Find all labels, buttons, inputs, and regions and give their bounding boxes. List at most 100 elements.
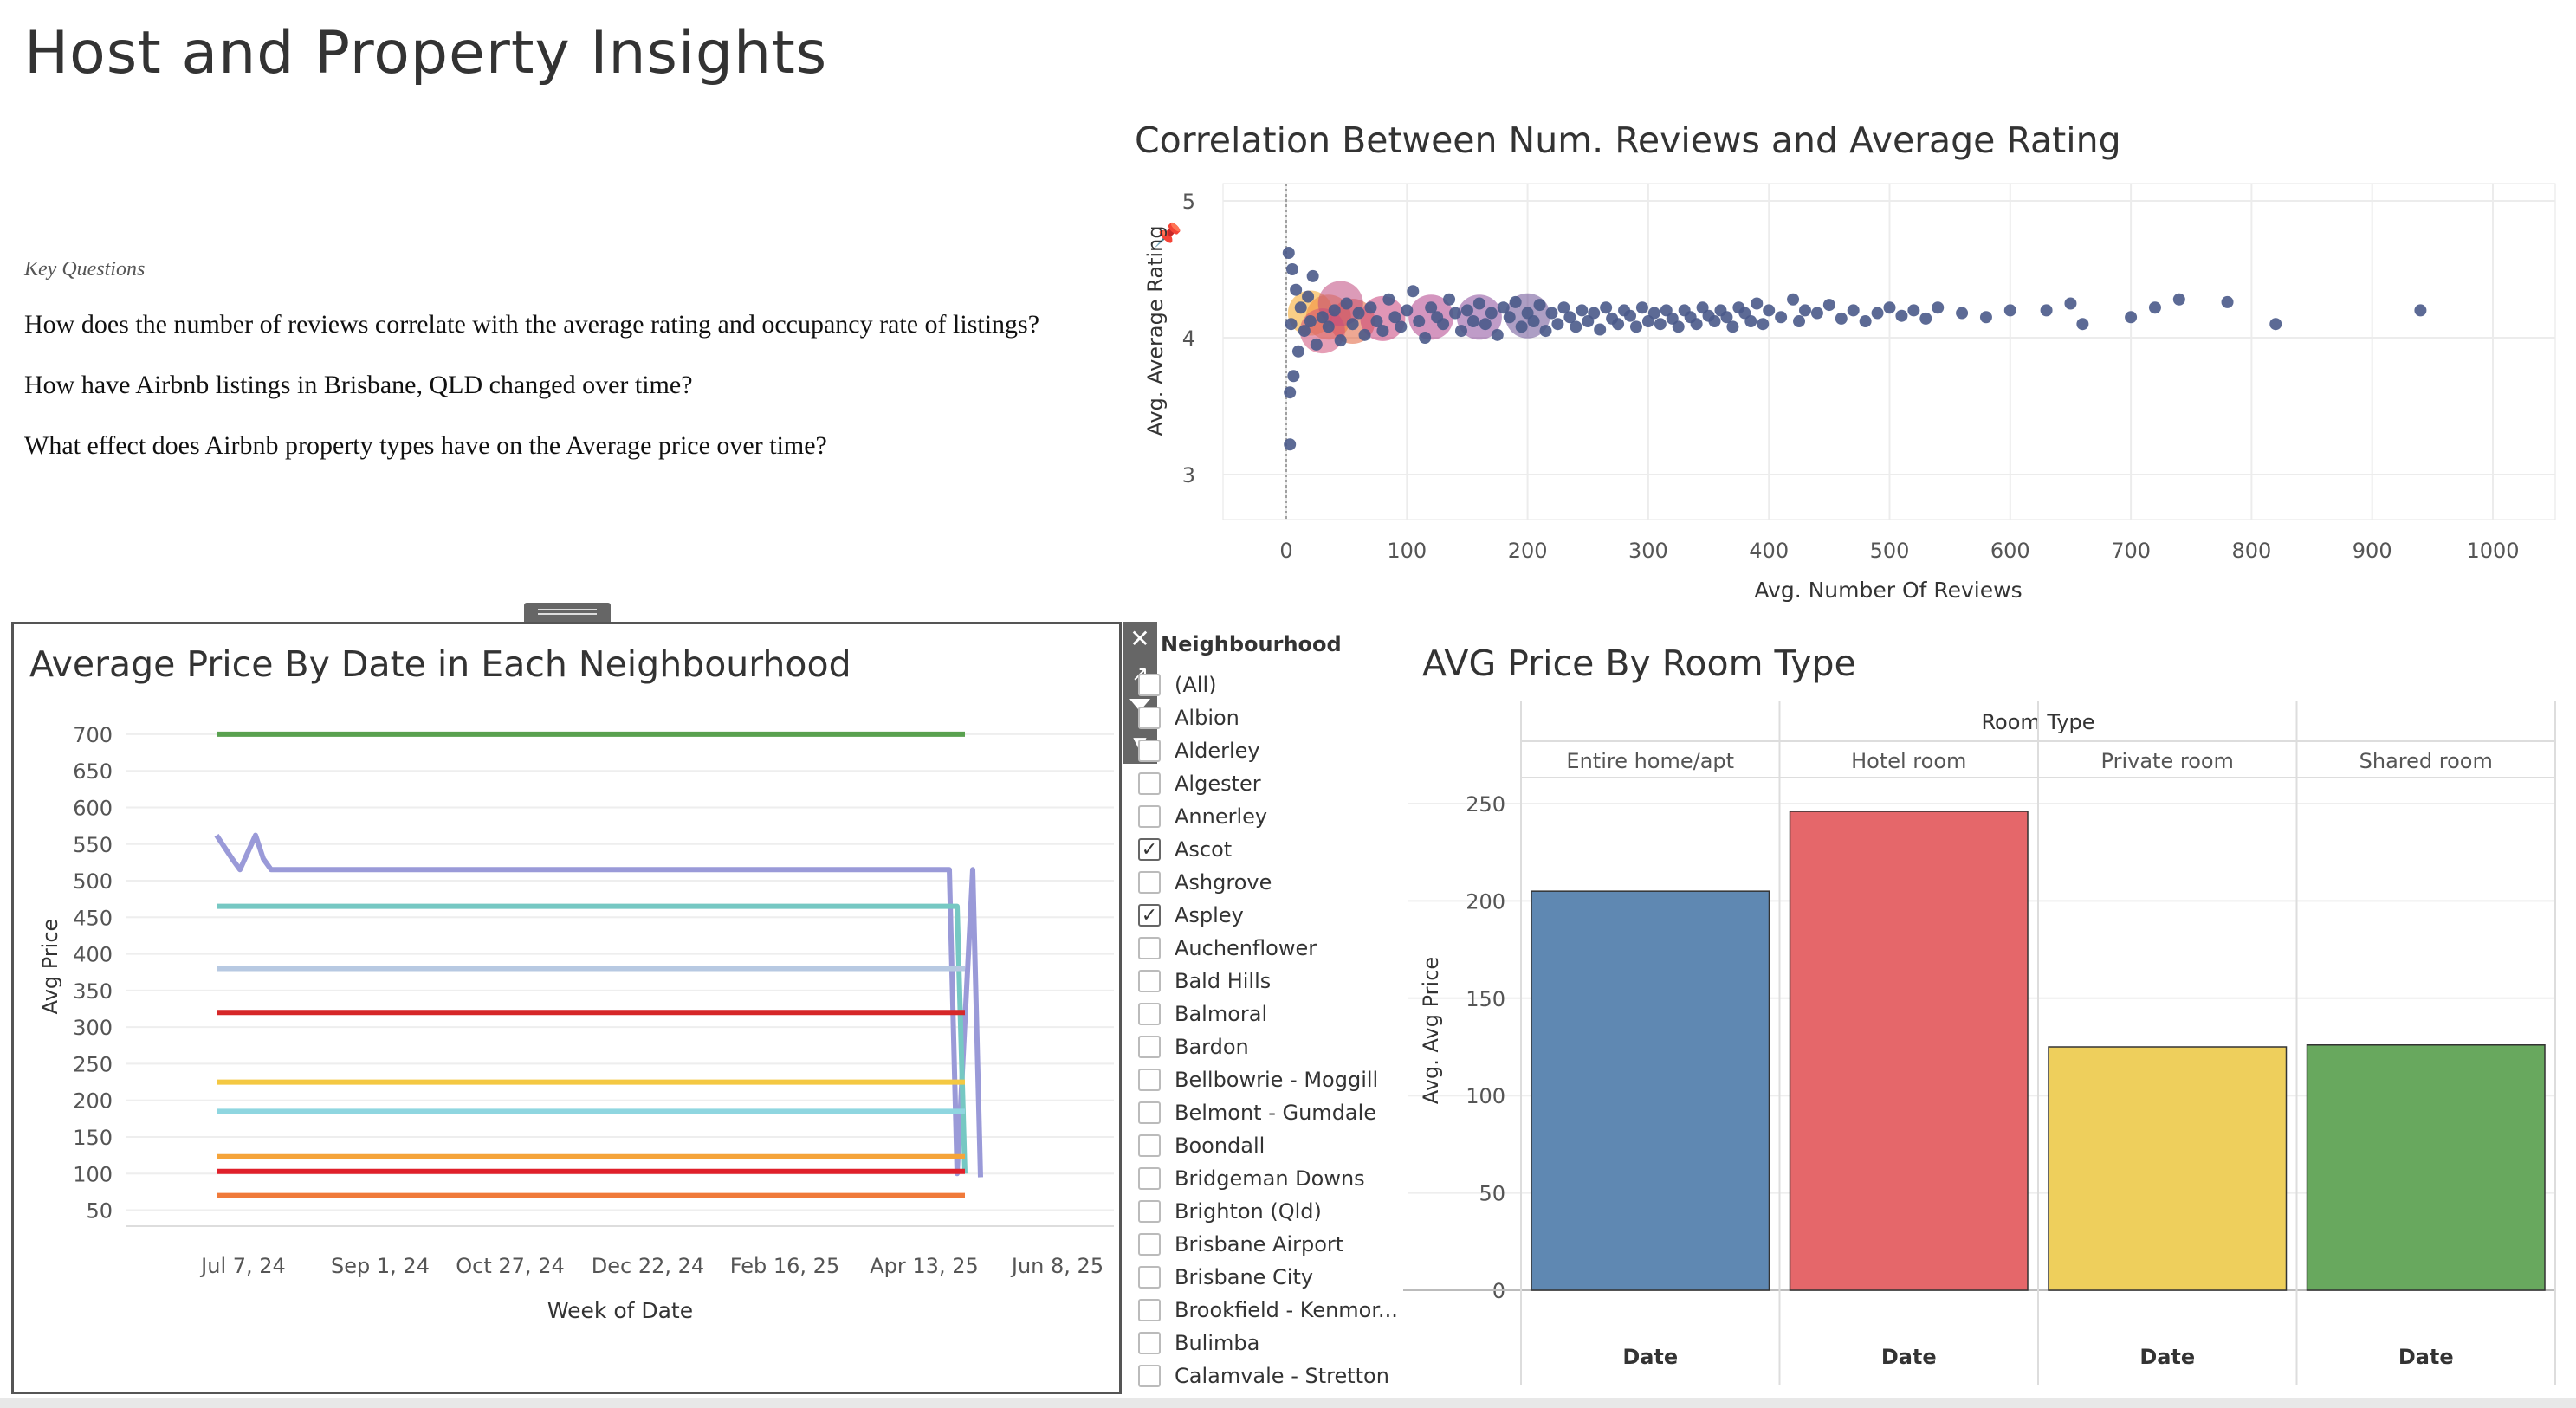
scatter-point[interactable] xyxy=(1340,297,1353,310)
scatter-point[interactable] xyxy=(1407,285,1420,298)
filter-checkbox[interactable] xyxy=(1138,707,1161,729)
scatter-point[interactable] xyxy=(1322,320,1335,333)
bar[interactable] xyxy=(1531,890,1770,1291)
scatter-point[interactable] xyxy=(1370,315,1383,328)
scatter-point[interactable] xyxy=(2414,304,2427,317)
scatter-point[interactable] xyxy=(1744,315,1757,328)
scatter-point[interactable] xyxy=(1449,307,1462,320)
filter-item[interactable]: Brisbane Airport xyxy=(1138,1228,1398,1261)
scatter-point[interactable] xyxy=(1810,307,1823,320)
scatter-point[interactable] xyxy=(1497,301,1510,314)
scatter-point[interactable] xyxy=(2064,297,2077,310)
scatter-point[interactable] xyxy=(1334,334,1347,347)
scatter-point[interactable] xyxy=(2221,295,2234,308)
filter-item[interactable]: ✓ Aspley xyxy=(1138,899,1398,932)
filter-checkbox[interactable] xyxy=(1138,937,1161,959)
bar[interactable] xyxy=(2048,1046,2288,1291)
scatter-chart[interactable]: 0 100 200 300 400 500 600 700 800 900 1000543📌Avg.… xyxy=(1126,173,2564,615)
scatter-point[interactable] xyxy=(1835,312,1848,325)
filter-item[interactable]: Belmont - Gumdale xyxy=(1138,1096,1398,1129)
scatter-point[interactable] xyxy=(1527,315,1540,328)
scatter-point[interactable] xyxy=(1647,307,1660,320)
scatter-point[interactable] xyxy=(1388,311,1401,324)
filter-item[interactable]: Brisbane City xyxy=(1138,1261,1398,1294)
scatter-point[interactable] xyxy=(1437,318,1450,331)
scatter-point[interactable] xyxy=(1551,318,1564,331)
scatter-point[interactable] xyxy=(1563,311,1576,324)
line-series-1[interactable] xyxy=(214,832,983,1178)
filter-item[interactable]: Calamvale - Stretton xyxy=(1138,1360,1398,1392)
filter-checkbox[interactable] xyxy=(1138,1233,1161,1256)
scatter-point[interactable] xyxy=(1294,301,1307,314)
scatter-point[interactable] xyxy=(1364,301,1377,314)
scatter-point[interactable] xyxy=(1545,307,1558,320)
filter-item[interactable]: Bridgeman Downs xyxy=(1138,1162,1398,1195)
filter-checkbox[interactable] xyxy=(1138,970,1161,992)
scatter-point[interactable] xyxy=(1515,320,1528,333)
scatter-point[interactable] xyxy=(1509,295,1522,308)
scatter-point[interactable] xyxy=(1612,318,1625,331)
scatter-point[interactable] xyxy=(1284,438,1297,451)
scatter-point[interactable] xyxy=(1472,297,1485,310)
filter-item[interactable]: (All) xyxy=(1138,668,1398,701)
filter-item[interactable]: Albion xyxy=(1138,701,1398,734)
line-series-2[interactable] xyxy=(217,903,968,1174)
scatter-point[interactable] xyxy=(2148,301,2161,314)
scatter-point[interactable] xyxy=(1570,320,1582,333)
scatter-point[interactable] xyxy=(1479,318,1492,331)
filter-checkbox[interactable]: ✓ xyxy=(1138,904,1161,927)
filter-item[interactable]: Bulimba xyxy=(1138,1327,1398,1360)
line-chart[interactable]: 50 100 150 200 250 300 350 400 450 500 550 600 650 70… xyxy=(14,702,1119,1392)
filter-item[interactable]: Bellbowrie - Moggill xyxy=(1138,1063,1398,1096)
scatter-point[interactable] xyxy=(1757,318,1770,331)
scatter-point[interactable] xyxy=(1763,304,1776,317)
filter-item[interactable]: Annerley xyxy=(1138,800,1398,833)
filter-item[interactable]: Balmoral xyxy=(1138,998,1398,1030)
panel-drag-handle[interactable] xyxy=(524,603,611,623)
scatter-point[interactable] xyxy=(1720,311,1733,324)
filter-checkbox[interactable] xyxy=(1138,1332,1161,1354)
filter-checkbox[interactable] xyxy=(1138,1365,1161,1387)
scatter-point[interactable] xyxy=(1775,311,1788,324)
scatter-point[interactable] xyxy=(1306,269,1319,282)
filter-checkbox[interactable] xyxy=(1138,871,1161,894)
filter-item[interactable]: Bardon xyxy=(1138,1030,1398,1063)
close-icon[interactable]: ✕ xyxy=(1129,624,1150,653)
filter-checkbox[interactable] xyxy=(1138,1299,1161,1321)
scatter-point[interactable] xyxy=(1690,318,1703,331)
scatter-point[interactable] xyxy=(1382,293,1395,306)
filter-checkbox[interactable] xyxy=(1138,740,1161,762)
scatter-point[interactable] xyxy=(1352,307,1365,320)
scatter-point[interactable] xyxy=(1285,263,1298,275)
scatter-point[interactable] xyxy=(1413,315,1426,328)
scatter-point[interactable] xyxy=(1624,309,1637,322)
scatter-point[interactable] xyxy=(1919,312,1932,325)
filter-item[interactable]: Brighton (Qld) xyxy=(1138,1195,1398,1228)
scatter-point[interactable] xyxy=(1358,328,1371,341)
scatter-point[interactable] xyxy=(2003,304,2016,317)
scatter-point[interactable] xyxy=(1726,320,1739,333)
scatter-point[interactable] xyxy=(1376,325,1389,338)
scatter-point[interactable] xyxy=(1485,307,1498,320)
scatter-point[interactable] xyxy=(2040,304,2053,317)
scatter-point[interactable] xyxy=(1310,338,1323,351)
scatter-point[interactable] xyxy=(1395,320,1408,333)
scatter-point[interactable] xyxy=(1895,309,1908,322)
bar[interactable] xyxy=(2306,1044,2546,1291)
scatter-point[interactable] xyxy=(1503,311,1516,324)
bar-chart[interactable]: Room Type050100150200250Avg. Avg PriceEn… xyxy=(1403,701,2564,1394)
filter-checkbox[interactable] xyxy=(1138,1036,1161,1058)
scatter-point[interactable] xyxy=(1847,304,1860,317)
scatter-point[interactable] xyxy=(1594,323,1607,336)
filter-checkbox[interactable] xyxy=(1138,1003,1161,1025)
scatter-point[interactable] xyxy=(1533,299,1546,312)
scatter-point[interactable] xyxy=(1907,304,1920,317)
scatter-point[interactable] xyxy=(1282,247,1295,260)
filter-checkbox[interactable] xyxy=(1138,1069,1161,1091)
filter-checkbox[interactable] xyxy=(1138,1167,1161,1190)
scatter-point[interactable] xyxy=(1290,283,1303,296)
scatter-point[interactable] xyxy=(1285,318,1298,331)
scatter-point[interactable] xyxy=(1588,307,1601,320)
scatter-point[interactable] xyxy=(1751,297,1764,310)
scatter-point[interactable] xyxy=(1576,304,1589,317)
